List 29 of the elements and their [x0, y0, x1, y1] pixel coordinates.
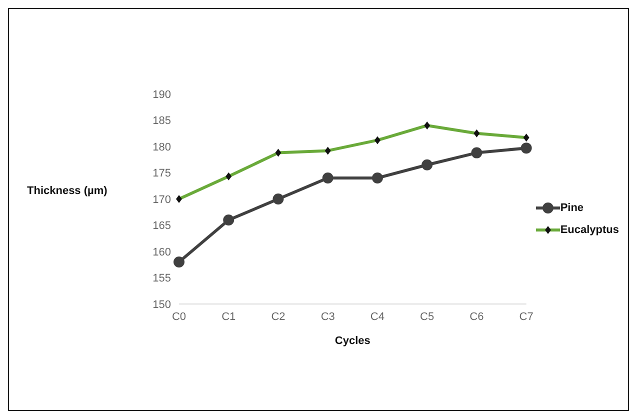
- point: [174, 256, 184, 268]
- y-tick-label: 150: [152, 298, 171, 311]
- x-tick-label: C6: [470, 310, 484, 323]
- point: [471, 147, 482, 158]
- y-tick-label: 155: [152, 272, 171, 285]
- point: [322, 172, 334, 184]
- y-tick-label: 170: [152, 194, 171, 206]
- x-tick-label: C3: [320, 310, 335, 323]
- point: [520, 142, 532, 154]
- y-tick-label: 175: [152, 168, 171, 180]
- y-tick-label: 185: [152, 115, 171, 128]
- x-tick-label: C7: [519, 310, 534, 323]
- y-tick-label: 160: [152, 246, 171, 258]
- x-tick-label: C1: [222, 310, 236, 323]
- x-tick-label: C5: [420, 310, 434, 323]
- legend-label: Pine: [560, 202, 584, 214]
- x-axis-title: Cycles: [334, 335, 370, 347]
- x-tick-label: C4: [370, 310, 384, 323]
- y-tick-label: 180: [152, 141, 171, 154]
- point: [272, 194, 284, 204]
- point: [223, 214, 234, 226]
- legend-label: Eucalyptus: [560, 224, 619, 236]
- y-tick-label: 190: [152, 88, 171, 101]
- y-axis-title: Thickness (µm): [27, 185, 108, 197]
- y-tick-label: 165: [152, 220, 171, 232]
- point: [422, 159, 433, 170]
- x-tick-label: C0: [172, 310, 186, 323]
- point: [372, 172, 383, 184]
- x-tick-label: C2: [271, 310, 286, 323]
